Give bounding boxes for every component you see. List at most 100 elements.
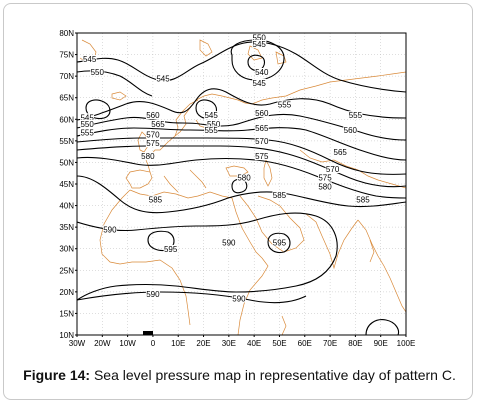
lon-tick-label: 20E — [196, 339, 210, 348]
contour-label: 545 — [253, 79, 267, 88]
lat-tick-label: 40N — [59, 202, 74, 211]
contour-label-bg — [80, 113, 95, 122]
contour-label: 555 — [349, 111, 363, 120]
contour-label-bg — [163, 244, 178, 253]
contour-label: 565 — [151, 120, 165, 129]
contour-label-bg — [254, 152, 269, 161]
lon-tick-label: 50E — [272, 339, 286, 348]
latitude-tick-labels: 80N 75N 70N 65N 60N 55N 50N 45N 40N 35N 30N 25N 20N 1… — [59, 29, 77, 340]
contour-label: 545 — [80, 113, 94, 122]
contour-label: 550 — [91, 68, 105, 77]
lon-tick-label: 10E — [171, 339, 185, 348]
gridlines — [77, 33, 406, 335]
contour-label-bg — [145, 111, 160, 120]
contour-label: 545 — [204, 111, 218, 120]
lat-tick-label: 55N — [59, 137, 74, 146]
contour-label: 545 — [156, 74, 170, 83]
contour-label: 590 — [103, 225, 117, 234]
contour-label: 550 — [80, 120, 94, 129]
contour-label-bg — [343, 126, 358, 135]
lon-tick-label: 100E — [397, 339, 416, 348]
contour-label-bg — [237, 173, 252, 182]
contour-label: 555 — [278, 100, 292, 109]
lat-tick-label: 75N — [59, 51, 74, 60]
longitude-tick-labels: 30W 20W 10W 0 10E 20E 30E 40E 50E 60E 70E 80E 90E 100… — [69, 335, 416, 348]
contour-label-bg — [148, 195, 163, 204]
contour-label: 590 — [146, 290, 160, 299]
contour-label: 545 — [253, 40, 267, 49]
contour-label: 560 — [255, 109, 269, 118]
contour-label: 560 — [344, 126, 358, 135]
contour-label-bg — [140, 152, 155, 161]
contour-label-bg — [102, 225, 117, 234]
lat-tick-label: 50N — [59, 158, 74, 167]
contour-label: 595 — [273, 238, 287, 247]
lat-tick-label: 35N — [59, 223, 74, 232]
lat-tick-label: 30N — [59, 245, 74, 254]
contour-label: 585 — [149, 195, 163, 204]
contour-label: 575 — [255, 152, 269, 161]
lon-tick-label: 0 — [151, 339, 156, 348]
contour-label-bg — [204, 126, 219, 135]
contour-label: 590 — [222, 238, 236, 247]
contour-label-bg — [80, 119, 95, 128]
lat-tick-label: 25N — [59, 266, 74, 275]
contour-label-bg — [80, 128, 95, 137]
contour-label-bg — [90, 67, 105, 76]
contour-label: 565 — [255, 124, 269, 133]
contour-labels: 5505455405455455505455455505555605655705… — [80, 33, 370, 303]
contour-label-bg — [252, 39, 267, 48]
contour-label-bg — [156, 74, 171, 83]
pressure-contours — [77, 39, 406, 335]
contour-label: 580 — [141, 152, 155, 161]
contour-label-bg — [150, 119, 165, 128]
contour-label-bg — [204, 111, 219, 120]
contour-label-bg — [206, 119, 221, 128]
contour-label: 545 — [83, 55, 97, 64]
contour-label-bg — [325, 165, 340, 174]
contour-label-bg — [348, 111, 363, 120]
lat-tick-label: 60N — [59, 115, 74, 124]
bottom-marker — [143, 331, 153, 335]
contour-label: 555 — [204, 126, 218, 135]
contour-label: 585 — [273, 191, 287, 200]
contour-label-bg — [355, 195, 370, 204]
contour-label: 580 — [318, 182, 332, 191]
contour-label: 560 — [146, 111, 160, 120]
lat-tick-label: 70N — [59, 72, 74, 81]
contour-label: 590 — [232, 294, 246, 303]
contour-label: 575 — [146, 139, 160, 148]
lon-tick-label: 70E — [323, 339, 337, 348]
contour-label-bg — [333, 147, 348, 156]
caption-prefix: Figure 14: — [23, 367, 91, 383]
caption-text: Sea level pressure map in representative… — [90, 367, 456, 383]
lat-tick-label: 15N — [59, 309, 74, 318]
contour-label-bg — [272, 190, 287, 199]
contour-label: 575 — [318, 174, 332, 183]
contour-label: 580 — [237, 174, 251, 183]
contour-label-bg — [318, 182, 333, 191]
lon-tick-label: 20W — [94, 339, 111, 348]
contour-label: 570 — [255, 137, 269, 146]
lon-tick-label: 30E — [222, 339, 236, 348]
lon-tick-label: 30W — [69, 339, 86, 348]
lat-tick-label: 20N — [59, 288, 74, 297]
contour-label-bg — [145, 290, 160, 299]
contour-label: 550 — [253, 33, 267, 42]
lat-tick-label: 80N — [59, 29, 74, 38]
lat-tick-label: 45N — [59, 180, 74, 189]
contour-label-bg — [221, 238, 236, 247]
figure-caption: Figure 14: Sea level pressure map in rep… — [0, 367, 479, 383]
contour-label-bg — [252, 33, 267, 42]
contour-label: 540 — [255, 68, 269, 77]
contour-label: 595 — [164, 245, 178, 254]
contour-label-bg — [145, 130, 160, 139]
contour-label: 570 — [326, 165, 340, 174]
lat-tick-label: 65N — [59, 94, 74, 103]
contour-label-bg — [254, 124, 269, 133]
lat-tick-label: 10N — [59, 331, 74, 340]
lon-tick-label: 10W — [119, 339, 136, 348]
contour-label-bg — [272, 238, 287, 247]
contour-label-bg — [145, 139, 160, 148]
